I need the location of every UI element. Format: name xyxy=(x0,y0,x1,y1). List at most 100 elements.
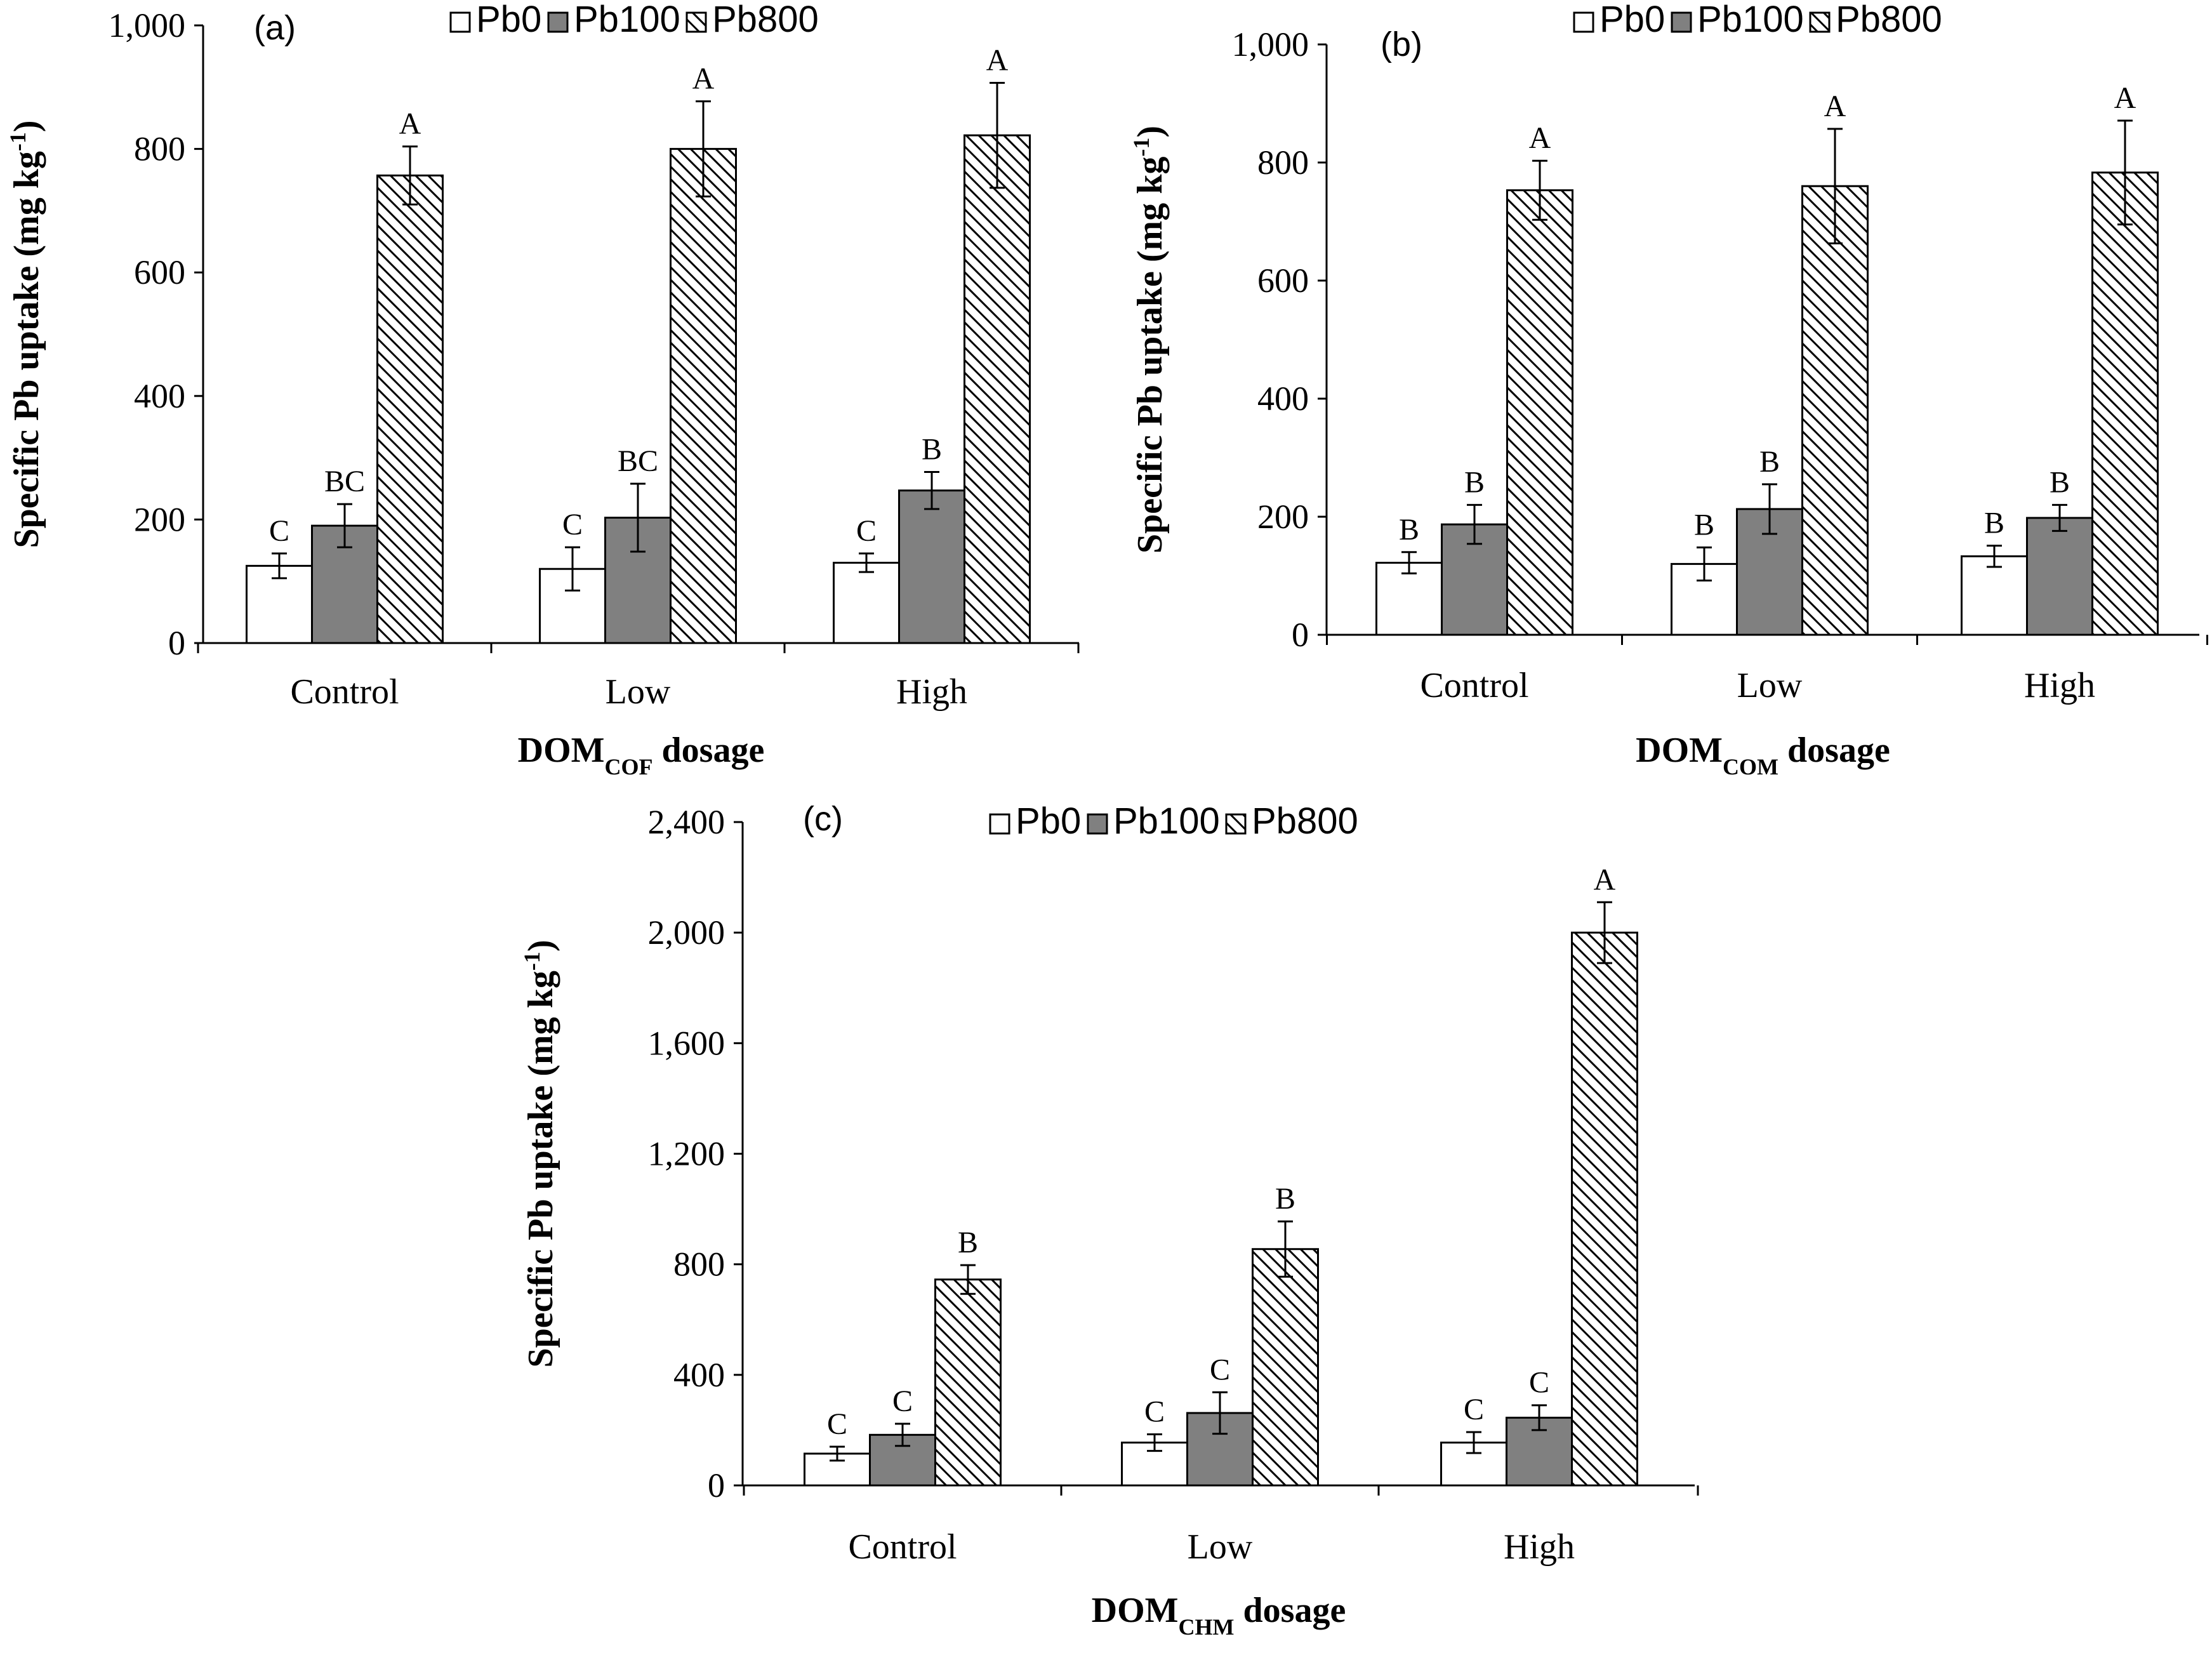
y-tick-label: 2,400 xyxy=(648,803,725,841)
bar-pb800-control xyxy=(934,1278,1002,1487)
y-tick-label: 0 xyxy=(168,624,185,662)
significance-letter: B xyxy=(1275,1182,1295,1216)
legend-label-pb0: Pb0 xyxy=(1016,800,1081,842)
significance-letter: A xyxy=(1824,90,1846,123)
significance-letter: B xyxy=(1984,507,2004,540)
legend-label-pb100: Pb100 xyxy=(1113,800,1220,842)
bar-pb0-control xyxy=(1375,562,1443,636)
significance-letter: B xyxy=(1694,508,1714,541)
bar-pb800-high xyxy=(1571,931,1638,1487)
category-label: High xyxy=(896,672,967,712)
legend-label-pb800: Pb800 xyxy=(712,0,819,40)
significance-letter: C xyxy=(856,514,877,548)
x-axis-title: DOMCHM dosage xyxy=(1092,1591,1346,1640)
significance-letter: BC xyxy=(618,444,658,478)
significance-letter: C xyxy=(1464,1393,1484,1426)
legend-swatch-pb800 xyxy=(1809,11,1831,33)
y-axis-title: Specific Pb uptake (mg kg-1) xyxy=(5,120,46,548)
significance-letter: B xyxy=(1464,465,1485,499)
significance-letter: C xyxy=(827,1407,847,1441)
category-label: High xyxy=(1504,1527,1575,1567)
y-tick-label: 400 xyxy=(673,1356,725,1394)
y-tick-label: 600 xyxy=(1257,262,1309,300)
bar-pb800-low xyxy=(1801,185,1869,636)
y-tick-label: 1,000 xyxy=(1232,25,1309,63)
category-label: Control xyxy=(1420,666,1528,705)
legend-label-pb0: Pb0 xyxy=(1599,0,1665,40)
bar-pb800-control xyxy=(376,174,444,644)
y-tick-label: 800 xyxy=(134,130,185,168)
chart-panel-a: 0 200 400 600 800 1,000 C BC A Control C BC A Low C B A H… xyxy=(5,0,1080,780)
y-axis-title: Specific Pb uptake (mg kg-1) xyxy=(519,939,560,1367)
y-tick-label: 400 xyxy=(1257,380,1309,418)
bar-pb800-control xyxy=(1506,189,1573,636)
y-tick-label: 0 xyxy=(1292,616,1309,654)
y-tick-label: 0 xyxy=(708,1466,725,1504)
y-axis-title: Specific Pb uptake (mg kg-1) xyxy=(1129,126,1170,554)
significance-letter: C xyxy=(562,508,583,541)
category-label: Low xyxy=(606,672,671,712)
y-tick-label: 800 xyxy=(1257,143,1309,182)
significance-letter: A xyxy=(2114,81,2136,115)
legend-label-pb800: Pb800 xyxy=(1252,800,1358,842)
category-label: Control xyxy=(848,1527,957,1567)
y-tick-label: 1,600 xyxy=(648,1024,725,1062)
legend-swatch-pb100 xyxy=(547,11,569,33)
significance-letter: B xyxy=(922,432,942,466)
category-label: Low xyxy=(1737,666,1803,705)
legend-swatch-pb0 xyxy=(989,813,1010,835)
y-tick-label: 1,000 xyxy=(109,6,186,44)
significance-letter: A xyxy=(986,43,1009,77)
chart-panel-b: 0 200 400 600 800 1,000 B B A Control B B A Low B B A Hig… xyxy=(1129,0,2208,780)
bar-pb0-high xyxy=(1961,555,2028,636)
legend-swatch-pb100 xyxy=(1671,11,1692,33)
significance-letter: B xyxy=(2050,465,2070,499)
significance-letter: A xyxy=(1594,863,1616,896)
significance-letter: B xyxy=(1759,445,1780,479)
y-tick-label: 2,000 xyxy=(648,913,725,952)
bar-pb800-high xyxy=(964,134,1031,644)
bar-pb800-low xyxy=(670,148,737,644)
category-label: Low xyxy=(1188,1527,1253,1567)
significance-letter: C xyxy=(892,1384,913,1418)
panel-label: (a) xyxy=(254,9,296,47)
bar-pb800-high xyxy=(2091,171,2159,636)
legend-label-pb0: Pb0 xyxy=(476,0,541,40)
category-label: Control xyxy=(290,672,399,712)
bar-pb100-high xyxy=(898,489,965,644)
legend-swatch-pb0 xyxy=(449,11,471,33)
y-tick-label: 800 xyxy=(673,1245,725,1284)
legend-label-pb100: Pb100 xyxy=(1697,0,1804,40)
y-tick-label: 1,200 xyxy=(648,1135,725,1173)
significance-letter: BC xyxy=(324,465,365,498)
significance-letter: C xyxy=(1210,1353,1230,1386)
y-tick-label: 200 xyxy=(134,500,185,538)
significance-letter: B xyxy=(958,1226,978,1259)
y-tick-label: 200 xyxy=(1257,498,1309,536)
legend-swatch-pb100 xyxy=(1087,813,1108,835)
significance-letter: C xyxy=(269,514,289,548)
bar-pb100-high xyxy=(2026,517,2093,636)
legend-swatch-pb800 xyxy=(685,11,707,33)
x-axis-title: DOMCOF dosage xyxy=(518,731,765,780)
legend-label-pb100: Pb100 xyxy=(574,0,680,40)
significance-letter: C xyxy=(1529,1366,1549,1400)
y-tick-label: 400 xyxy=(134,377,185,415)
chart-panel-c: 0 400 800 1,200 1,600 2,000 2,400 C C B Control C C B… xyxy=(519,800,1699,1640)
legend-swatch-pb800 xyxy=(1225,813,1247,835)
legend-label-pb800: Pb800 xyxy=(1836,0,1942,40)
panel-label: (c) xyxy=(803,800,843,838)
significance-letter: A xyxy=(1529,121,1551,155)
significance-letter: A xyxy=(692,62,715,96)
y-tick-label: 600 xyxy=(134,253,185,291)
significance-letter: B xyxy=(1399,513,1419,547)
significance-letter: A xyxy=(399,107,421,141)
category-label: High xyxy=(2024,666,2095,705)
legend-swatch-pb0 xyxy=(1573,11,1594,33)
bar-pb0-high xyxy=(833,562,900,644)
panel-label: (b) xyxy=(1381,25,1422,63)
significance-letter: C xyxy=(1144,1395,1165,1428)
bar-pb800-low xyxy=(1252,1248,1319,1487)
x-axis-title: DOMCOM dosage xyxy=(1636,731,1890,780)
